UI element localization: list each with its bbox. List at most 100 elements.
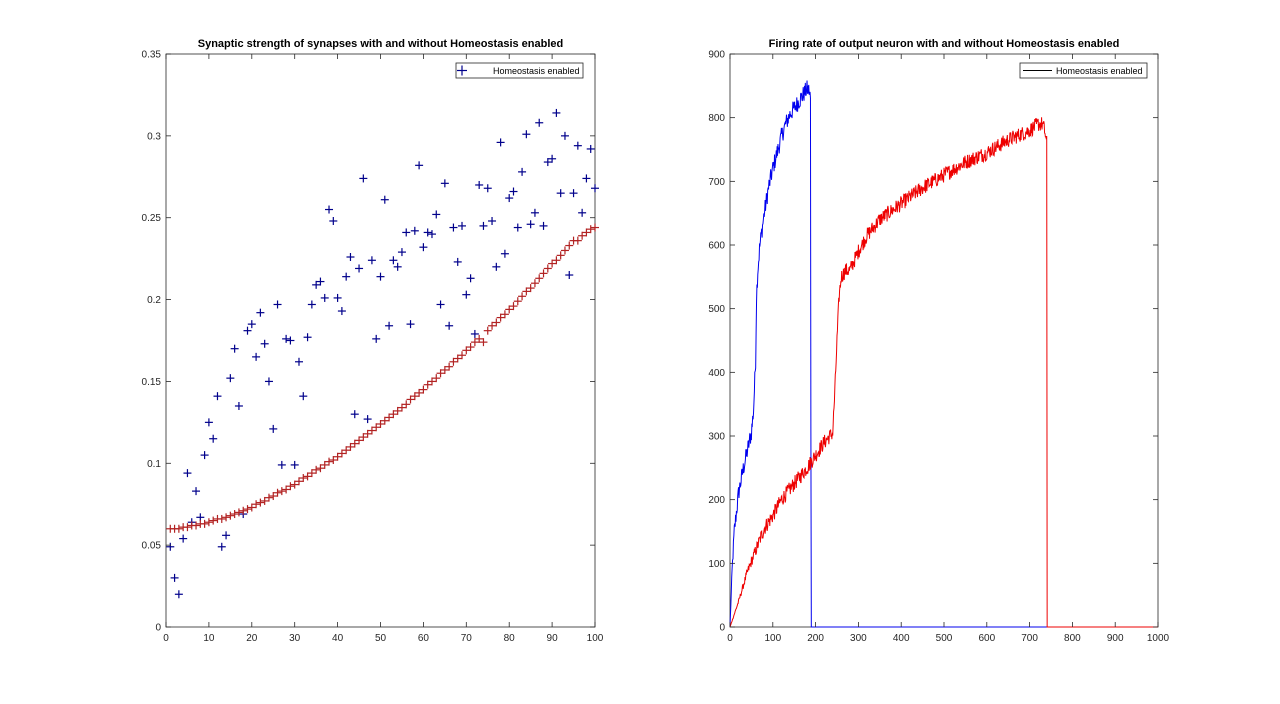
- right-ytick-label: 100: [708, 559, 725, 570]
- data-point-series-0: [526, 220, 535, 229]
- data-point-series-0: [226, 374, 235, 383]
- left-ytick-label: 0.25: [142, 213, 162, 224]
- right-legend-box: [1019, 62, 1148, 79]
- data-point-series-0: [453, 257, 462, 266]
- data-point-series-0: [440, 179, 449, 188]
- data-point-series-1: [539, 269, 548, 278]
- left-ytick-label: 0.35: [142, 50, 162, 61]
- data-point-series-1: [479, 338, 488, 347]
- data-point-series-1: [530, 279, 539, 288]
- data-point-series-1: [492, 318, 501, 327]
- data-point-series-0: [415, 161, 424, 170]
- right-xtick-label: 500: [936, 633, 953, 644]
- data-point-series-1: [316, 464, 325, 473]
- left-legend-box: [455, 62, 584, 79]
- data-point-series-0: [337, 307, 346, 316]
- data-point-series-1: [380, 416, 389, 425]
- data-point-series-1: [406, 395, 415, 404]
- data-point-series-0: [346, 253, 355, 262]
- data-point-series-1: [192, 521, 201, 530]
- data-point-series-1: [560, 246, 569, 255]
- data-point-series-1: [415, 388, 424, 397]
- data-point-series-0: [500, 249, 509, 258]
- data-point-series-0: [260, 339, 269, 348]
- line-series-1: [729, 117, 1158, 628]
- data-point-series-1: [342, 446, 351, 455]
- data-point-series-0: [522, 130, 531, 139]
- right-xtick-label: 800: [1064, 633, 1081, 644]
- right-ytick-label: 400: [708, 368, 725, 379]
- data-point-series-0: [488, 216, 497, 225]
- right-ytick-label: 300: [708, 432, 725, 443]
- data-point-series-1: [436, 369, 445, 378]
- data-point-series-1: [462, 346, 471, 355]
- data-point-series-1: [475, 334, 484, 343]
- left-plot-area: [165, 53, 596, 628]
- left-xtick-label: 60: [418, 633, 430, 644]
- data-point-series-0: [247, 320, 256, 329]
- data-point-series-0: [470, 329, 479, 338]
- data-point-series-0: [209, 434, 218, 443]
- data-point-series-0: [307, 300, 316, 309]
- right-axis-ticks: 0 100 200 300 400 500 600 700 800 900 1000 0 100 200 3…: [708, 50, 1169, 645]
- data-point-series-1: [247, 503, 256, 512]
- data-point-series-0: [419, 243, 428, 252]
- data-point-series-0: [269, 424, 278, 433]
- data-point-series-1: [586, 225, 595, 234]
- data-point-series-0: [333, 293, 342, 302]
- left-legend-marker: [457, 65, 467, 76]
- data-point-series-1: [591, 223, 599, 232]
- data-point-series-1: [582, 228, 591, 237]
- data-point-series-0: [252, 352, 261, 361]
- data-point-series-0: [385, 321, 394, 330]
- data-point-series-1: [333, 452, 342, 461]
- data-point-series-1: [329, 456, 338, 465]
- data-point-series-0: [376, 272, 385, 281]
- data-point-series-1: [269, 492, 278, 501]
- right-ytick-label: 700: [708, 177, 725, 188]
- left-xtick-label: 100: [587, 633, 604, 644]
- data-point-series-0: [372, 334, 381, 343]
- data-point-series-1: [346, 442, 355, 451]
- left-xtick-label: 30: [289, 633, 301, 644]
- data-point-series-0: [256, 308, 265, 317]
- left-chart-title: Synaptic strength of synapses with and w…: [198, 38, 564, 50]
- right-ytick-label: 600: [708, 241, 725, 252]
- data-point-series-0: [496, 138, 505, 147]
- data-point-series-0: [569, 189, 578, 198]
- data-point-series-1: [367, 426, 376, 435]
- data-point-series-1: [299, 474, 308, 483]
- data-point-series-0: [449, 223, 458, 232]
- data-point-series-0: [350, 410, 359, 419]
- data-point-series-0: [222, 531, 231, 540]
- data-point-series-0: [320, 293, 329, 302]
- data-point-series-0: [234, 401, 243, 410]
- data-point-series-1: [423, 380, 432, 389]
- data-point-series-0: [483, 184, 492, 193]
- data-point-series-1: [552, 256, 561, 265]
- data-point-series-0: [397, 248, 406, 257]
- data-point-series-1: [470, 338, 479, 347]
- right-xtick-label: 200: [807, 633, 824, 644]
- data-point-series-1: [372, 423, 381, 432]
- data-point-series-1: [518, 292, 527, 301]
- data-point-series-1: [226, 511, 235, 520]
- right-xtick-label: 300: [850, 633, 867, 644]
- data-point-series-1: [393, 406, 402, 415]
- data-point-series-1: [239, 506, 248, 515]
- data-point-series-1: [273, 488, 282, 497]
- right-xtick-label: 600: [978, 633, 995, 644]
- data-point-series-0: [560, 131, 569, 140]
- data-point-series-0: [243, 326, 252, 335]
- data-point-series-1: [204, 518, 213, 527]
- data-point-series-1: [243, 505, 252, 514]
- right-xtick-label: 900: [1107, 633, 1124, 644]
- data-point-series-0: [492, 262, 501, 271]
- data-point-series-1: [385, 413, 394, 422]
- data-point-series-0: [355, 264, 364, 273]
- data-point-series-1: [453, 354, 462, 363]
- left-ytick-label: 0.05: [142, 541, 162, 552]
- data-point-series-1: [363, 429, 372, 438]
- data-point-series-1: [264, 493, 273, 502]
- data-point-series-1: [432, 374, 441, 383]
